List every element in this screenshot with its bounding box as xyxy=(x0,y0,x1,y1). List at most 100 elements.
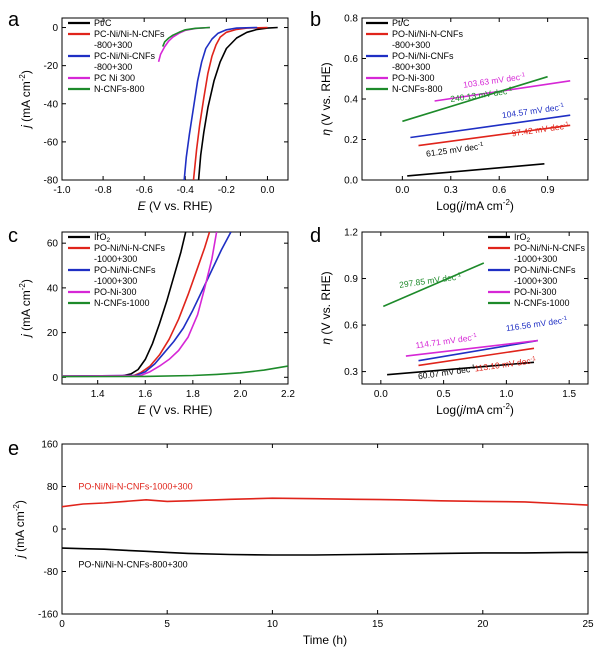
y-tick-label: 1.2 xyxy=(344,228,358,239)
y-tick-label: -80 xyxy=(44,176,59,187)
slope-annotation-value: 113.10 mV dec xyxy=(474,356,532,374)
y-tick-label: -40 xyxy=(44,99,59,110)
series-group xyxy=(402,75,571,177)
plot-frame xyxy=(61,17,289,181)
slope-annotation-sup: -1 xyxy=(478,142,485,149)
y-axis-label-var: j xyxy=(19,334,33,339)
series-line-po-ni-ni-n-cnfs xyxy=(418,347,535,367)
slope-annotation-sup: -1 xyxy=(558,103,565,110)
y-tick-label: 80 xyxy=(47,482,59,493)
y-axis-label-var: j xyxy=(13,555,27,560)
y-tick-label: 60 xyxy=(47,239,59,250)
slope-annotation-value: 116.56 mV dec xyxy=(505,315,563,333)
x-tick-label: 0.0 xyxy=(261,185,275,196)
slope-annotation: 297.85 mV dec-1 xyxy=(399,271,463,290)
x-axis-label-var2: j xyxy=(458,199,463,213)
legend-label: IrO2 xyxy=(94,232,111,244)
x-axis-label-rest: (V vs. RHE) xyxy=(146,403,213,417)
slope-annotation: 116.56 mV dec-1 xyxy=(505,315,568,334)
y-tick-label: 0.4 xyxy=(344,95,358,106)
legend-label-name: Pt/C xyxy=(392,18,410,28)
slope-annotation-sup: -1 xyxy=(471,333,478,340)
y-tick-label: -160 xyxy=(38,610,58,621)
x-tick-label: 0.5 xyxy=(437,389,451,400)
legend-label-line2: -1000+300 xyxy=(514,254,557,264)
x-tick-label: -1.0 xyxy=(53,185,71,196)
x-tick-label: 0.0 xyxy=(374,389,388,400)
x-tick-label: 2.2 xyxy=(281,389,295,400)
y-tick-label: 0.2 xyxy=(344,135,358,146)
legend-label: PO-Ni/Ni-N-CNFs xyxy=(94,243,165,253)
series-line-po-ni-ni-n-cnfs-1000-300 xyxy=(62,497,588,508)
x-tick-label: 1.6 xyxy=(138,389,152,400)
y-tick-label: 0 xyxy=(52,525,58,536)
slope-annotation-value: 114.71 mV dec xyxy=(415,332,473,350)
x-axis-label-var: E xyxy=(138,403,147,417)
y-axis-label: η (V vs. RHE) xyxy=(319,62,333,135)
series-line-po-ni-300 xyxy=(62,232,218,377)
y-tick-label: 0.9 xyxy=(344,274,358,285)
panel-letter: b xyxy=(310,9,321,31)
y-axis-label-var: η xyxy=(319,338,333,345)
series-line-n-cnfs-1000 xyxy=(62,365,288,378)
series-group xyxy=(62,232,288,378)
legend-label-name: PC-Ni/Ni-N-CNFs xyxy=(94,29,165,39)
x-axis-label-sup: -2 xyxy=(503,402,511,411)
x-tick-label: 25 xyxy=(582,619,594,630)
legend-label-name: PO-Ni-300 xyxy=(94,287,137,297)
legend-label-sub: 2 xyxy=(107,237,111,244)
y-axis-label-rest: (mA cm xyxy=(19,81,33,125)
slope-annotation: 240.13 mV dec-1 xyxy=(450,85,514,104)
plot-frame xyxy=(361,231,589,385)
x-axis-label-var2: j xyxy=(458,403,463,417)
legend-label-line2: -800+300 xyxy=(94,40,132,50)
legend-label-line2: -800+300 xyxy=(392,62,430,72)
x-axis-label-end: ) xyxy=(510,403,514,417)
x-tick-label: 0 xyxy=(59,619,65,630)
x-tick-label: 1.4 xyxy=(91,389,105,400)
series-line-po-ni-ni-n-cnfs xyxy=(418,124,571,147)
y-axis-label-var: η xyxy=(319,129,333,136)
y-axis-label-rest: (V vs. RHE) xyxy=(319,62,333,129)
x-tick-label: 20 xyxy=(477,619,489,630)
y-tick-label: 0.8 xyxy=(344,14,358,25)
series-line-pc-ni-ni-cnfs xyxy=(183,26,258,180)
y-axis-label-end: ) xyxy=(19,70,33,74)
x-axis-label-rest: Time (h) xyxy=(303,633,347,647)
x-axis-label-var: E xyxy=(138,199,147,213)
y-axis-label-var: j xyxy=(19,125,33,130)
legend-label: N-CNFs-1000 xyxy=(514,298,570,308)
y-tick-label: 160 xyxy=(41,440,58,451)
slope-annotation-sup: -1 xyxy=(563,121,570,128)
y-axis-label-rest: (mA cm xyxy=(19,290,33,334)
y-tick-label: 0.6 xyxy=(344,321,358,332)
panel-letter: e xyxy=(8,438,19,460)
series-group xyxy=(62,497,588,556)
legend-label: PO-Ni/Ni-N-CNFs xyxy=(514,243,585,253)
legend-label: PO-Ni/Ni-N-CNFs xyxy=(392,29,463,39)
slope-annotation-sup: -1 xyxy=(506,86,513,93)
legend-label-name: PC-Ni/Ni-CNFs xyxy=(94,51,155,61)
y-tick-label: -60 xyxy=(44,137,59,148)
y-axis-label: j (mA cm-2) xyxy=(18,70,33,130)
legend-label-name: PO-Ni/Ni-CNFs xyxy=(94,265,156,275)
y-axis-label-sup: -2 xyxy=(18,283,27,291)
legend-label-name: N-CNFs-1000 xyxy=(94,298,150,308)
slope-annotation-sup: -1 xyxy=(519,72,526,79)
legend-label: PO-Ni/Ni-CNFs xyxy=(94,265,156,275)
x-tick-label: 10 xyxy=(267,619,279,630)
legend-label: N-CNFs-800 xyxy=(94,84,145,94)
y-tick-label: 20 xyxy=(47,328,59,339)
slope-annotation: 114.71 mV dec-1 xyxy=(415,332,478,351)
legend-label-name: IrO xyxy=(94,232,107,242)
series-inline-label: PO-Ni/Ni-N-CNFs-800+300 xyxy=(78,559,187,569)
slope-annotation-value: 60.07 mV dec xyxy=(417,364,471,381)
legend-label-name: PC Ni 300 xyxy=(94,73,135,83)
legend-label-name: N-CNFs-1000 xyxy=(514,298,570,308)
x-tick-label: -0.4 xyxy=(177,185,195,196)
x-tick-label: 0.6 xyxy=(492,185,506,196)
series-line-po-ni-ni-cnfs xyxy=(62,232,232,377)
legend-label-name: Pt/C xyxy=(94,18,112,28)
